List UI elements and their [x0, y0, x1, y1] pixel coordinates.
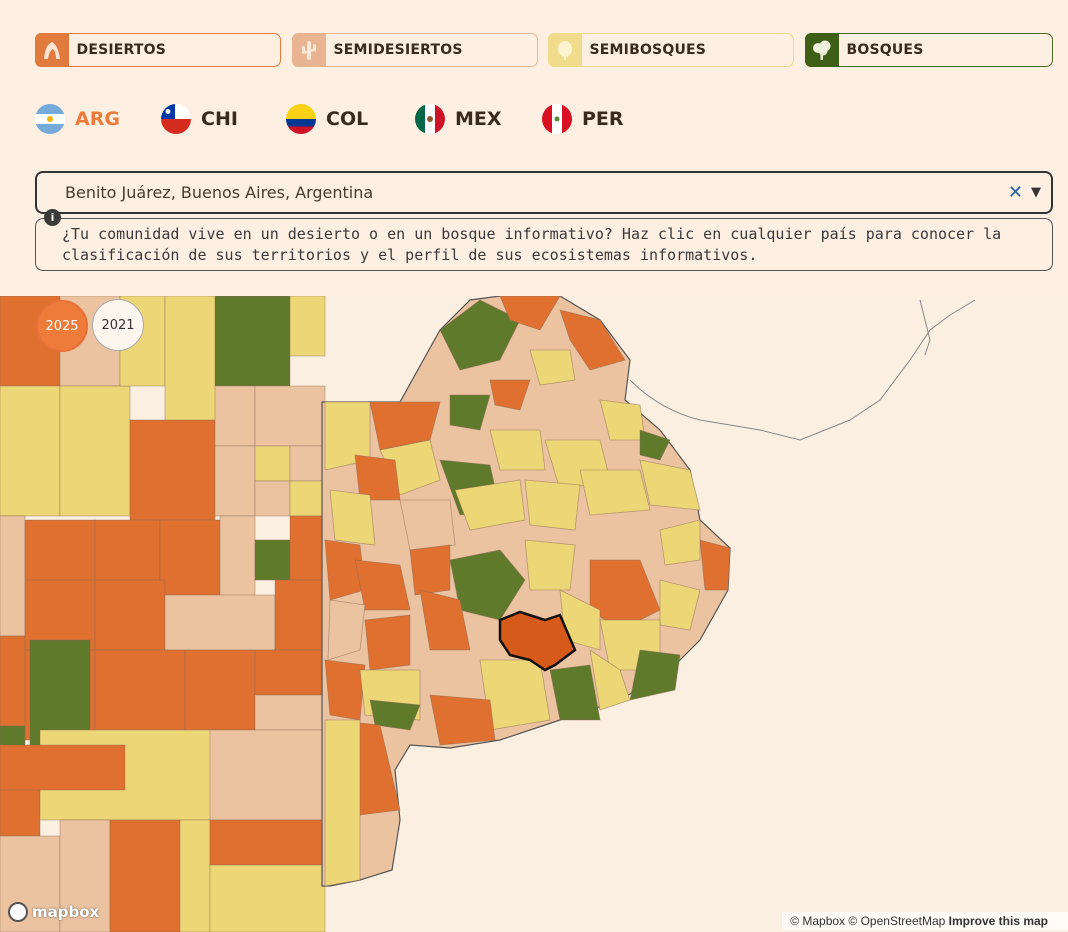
category-filter-row: DESIERTOS SEMIDESIERTOS SEMIBOSQUES BOSQ…: [34, 33, 1053, 69]
info-text: ¿Tu comunidad vive en un desierto o en u…: [62, 225, 1002, 264]
country-label: ARG: [75, 108, 120, 130]
category-label: SEMIDESIERTOS: [333, 42, 463, 58]
country-label: MEX: [455, 108, 502, 130]
mapbox-icon: [8, 902, 28, 922]
cactus-icon: [291, 33, 326, 67]
argentina-flag-icon: [35, 104, 65, 134]
tree-icon: [804, 33, 839, 67]
year-label: 2021: [101, 317, 135, 333]
country-label: PER: [582, 108, 624, 130]
year-2025-button[interactable]: 2025: [36, 300, 88, 352]
country-per[interactable]: PER: [542, 101, 624, 137]
country-label: CHI: [201, 108, 238, 130]
category-semibosques-button[interactable]: SEMIBOSQUES: [547, 33, 794, 67]
search-input[interactable]: [63, 182, 967, 203]
choropleth-map[interactable]: [0, 296, 1068, 932]
country-chi[interactable]: CHI: [161, 101, 238, 137]
country-mex[interactable]: MEX: [415, 101, 502, 137]
close-icon[interactable]: ✕: [1007, 182, 1023, 203]
category-bosques-button[interactable]: BOSQUES: [804, 33, 1053, 67]
country-selector: ARG CHI COL MEX PER: [35, 101, 675, 137]
country-label: COL: [326, 108, 369, 130]
selected-municipality[interactable]: [498, 610, 577, 672]
category-label: BOSQUES: [846, 42, 924, 58]
country-arg[interactable]: ARG: [35, 101, 120, 137]
year-label: 2025: [45, 318, 79, 334]
osm-credit[interactable]: © OpenStreetMap: [848, 914, 946, 928]
category-semidesiertos-button[interactable]: SEMIDESIERTOS: [291, 33, 538, 67]
chile-flag-icon: [161, 104, 191, 134]
map-canvas[interactable]: [0, 296, 1068, 932]
desert-icon: [34, 33, 69, 67]
country-col[interactable]: COL: [286, 101, 368, 137]
mapbox-logo-text: mapbox: [32, 903, 100, 921]
chevron-down-icon[interactable]: ▼: [1031, 185, 1041, 200]
improve-map-link[interactable]: Improve this map: [948, 914, 1048, 928]
category-desiertos-button[interactable]: DESIERTOS: [34, 33, 281, 67]
year-2021-button[interactable]: 2021: [92, 299, 144, 351]
bush-icon: [547, 33, 582, 67]
peru-flag-icon: [542, 104, 572, 134]
category-label: SEMIBOSQUES: [589, 42, 707, 58]
mapbox-credit[interactable]: © Mapbox: [790, 914, 846, 928]
mapbox-logo[interactable]: mapbox: [8, 902, 99, 922]
colombia-flag-icon: [286, 104, 316, 134]
category-label: DESIERTOS: [76, 42, 167, 58]
map-attribution: © Mapbox © OpenStreetMap Improve this ma…: [782, 912, 1068, 930]
info-icon: i: [44, 209, 61, 226]
info-box: ¿Tu comunidad vive en un desierto o en u…: [35, 218, 1053, 271]
municipality-search[interactable]: ✕ ▼: [35, 171, 1053, 214]
mexico-flag-icon: [415, 104, 445, 134]
